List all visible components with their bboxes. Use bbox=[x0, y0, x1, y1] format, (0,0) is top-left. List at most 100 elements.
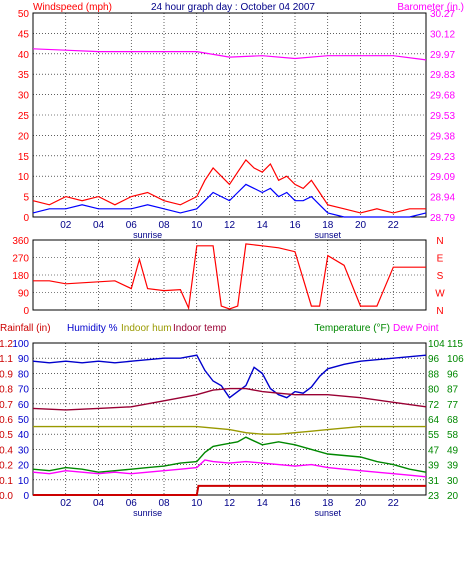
rain-tick-label: 0.9 bbox=[0, 369, 13, 380]
x-tick-label: 04 bbox=[93, 498, 105, 509]
legend-indoor-temp: Indoor temp bbox=[173, 323, 227, 334]
rain-series-line bbox=[33, 484, 426, 496]
grid-layer bbox=[33, 13, 426, 495]
chart-title: 24 hour graph day : October 04 2007 bbox=[151, 2, 315, 13]
temperature-tick-label-b: 49 bbox=[447, 445, 459, 456]
temperature-tick-label-a: 31 bbox=[428, 476, 440, 487]
temperature-tick-label-a: 39 bbox=[428, 461, 440, 472]
x-tick-label: 06 bbox=[126, 220, 138, 231]
barometer-tick-label: 29.83 bbox=[430, 70, 455, 81]
rain-tick-label: 0.4 bbox=[0, 445, 13, 456]
legend-indoor-hum: Indoor hum bbox=[121, 323, 172, 334]
x-tick-label: 16 bbox=[289, 220, 301, 231]
x-tick-label: 18 bbox=[322, 498, 334, 509]
temperature-tick-label-b: 30 bbox=[447, 476, 459, 487]
x-tick-label: 22 bbox=[388, 498, 400, 509]
temperature-series-line bbox=[32, 436, 427, 473]
dew_point-series-line bbox=[32, 459, 427, 478]
x-tick-label: 10 bbox=[191, 498, 203, 509]
barometer-tick-label: 29.53 bbox=[430, 111, 455, 122]
direction-tick-label: 360 bbox=[12, 236, 29, 247]
wind-series-line bbox=[32, 183, 427, 218]
barometer-tick-label: 29.09 bbox=[430, 172, 455, 183]
temperature-tick-label-b: 77 bbox=[447, 400, 459, 411]
x-tick-label: 06 bbox=[126, 498, 138, 509]
temperature-tick-label-b: 58 bbox=[447, 430, 459, 441]
rain-tick-label: 0.1 bbox=[0, 476, 13, 487]
compass-tick-label: E bbox=[437, 254, 444, 265]
indoor_hum-series-line bbox=[33, 425, 426, 435]
compass-tick-label: N bbox=[436, 236, 443, 247]
x-marker-label: sunset bbox=[314, 230, 341, 240]
rain-tick-label: 0.8 bbox=[0, 385, 13, 396]
temperature-tick-label-a: 72 bbox=[428, 400, 440, 411]
rain-tick-label: 0.2 bbox=[0, 461, 13, 472]
legend-temperature: Temperature (°F) bbox=[314, 323, 390, 334]
humidity-tick-label: 40 bbox=[18, 430, 30, 441]
temperature-tick-label-a: 64 bbox=[428, 415, 440, 426]
windspeed-tick-label: 15 bbox=[18, 152, 30, 163]
temperature-tick-label-b: 87 bbox=[447, 385, 459, 396]
compass-tick-label: N bbox=[436, 306, 443, 317]
series-layer bbox=[32, 48, 427, 496]
windspeed-axis-label: Windspeed (mph) bbox=[33, 2, 112, 13]
temperature-tick-label-b: 39 bbox=[447, 461, 459, 472]
humidity-tick-label: 90 bbox=[18, 354, 30, 365]
legend-humidity: Humidity % bbox=[67, 323, 118, 334]
barometer-tick-label: 29.38 bbox=[430, 131, 455, 142]
x-tick-label: 14 bbox=[257, 220, 269, 231]
barometer-tick-label: 28.79 bbox=[430, 213, 455, 224]
compass-tick-label: S bbox=[437, 271, 444, 282]
x-marker-label: sunrise bbox=[133, 508, 162, 518]
humidity-tick-label: 60 bbox=[18, 400, 30, 411]
humidity-tick-label: 50 bbox=[18, 415, 30, 426]
windspeed-tick-label: 5 bbox=[23, 193, 29, 204]
x-marker-label: sunset bbox=[314, 508, 341, 518]
rain-tick-label: 1.1 bbox=[0, 354, 13, 365]
humidity-series-line bbox=[32, 354, 427, 399]
barometer-tick-label: 29.68 bbox=[430, 91, 455, 102]
barometer-tick-label: 29.97 bbox=[430, 50, 455, 61]
x-tick-label: 16 bbox=[289, 498, 301, 509]
windspeed-tick-label: 20 bbox=[18, 131, 30, 142]
barometer-tick-label: 28.94 bbox=[430, 193, 455, 204]
x-tick-label: 14 bbox=[257, 498, 269, 509]
windspeed-tick-label: 45 bbox=[18, 29, 30, 40]
windspeed-tick-label: 35 bbox=[18, 70, 30, 81]
x-tick-label: 02 bbox=[60, 220, 72, 231]
temperature-tick-label-b: 115 bbox=[447, 339, 463, 350]
x-tick-label: 18 bbox=[322, 220, 334, 231]
direction-tick-label: 270 bbox=[12, 254, 29, 265]
temperature-tick-label-b: 68 bbox=[447, 415, 459, 426]
humidity-tick-label: 10 bbox=[18, 476, 30, 487]
direction-tick-label: 90 bbox=[18, 289, 30, 300]
gust-series-line bbox=[32, 158, 426, 214]
temperature-tick-label-b: 20 bbox=[447, 491, 459, 502]
humidity-tick-label: 100 bbox=[12, 339, 29, 350]
direction-series-line bbox=[33, 243, 426, 311]
compass-tick-label: W bbox=[435, 289, 445, 300]
barometer-tick-label: 29.23 bbox=[430, 152, 455, 163]
x-tick-label: 12 bbox=[224, 498, 236, 509]
temperature-tick-label-a: 55 bbox=[428, 430, 440, 441]
ticks-layer: 0 5 10 15 20 25 30 35 40 45 50 28.79 28.94 29.09 29.23… bbox=[0, 9, 464, 518]
temperature-tick-label-a: 47 bbox=[428, 445, 440, 456]
x-tick-label: 04 bbox=[93, 220, 105, 231]
windspeed-tick-label: 50 bbox=[18, 9, 30, 20]
x-tick-label: 08 bbox=[158, 498, 170, 509]
legend-rainfall: Rainfall (in) bbox=[0, 323, 51, 334]
x-tick-label: 22 bbox=[388, 220, 400, 231]
barometer-tick-label: 30.27 bbox=[430, 9, 455, 20]
temperature-tick-label-a: 23 bbox=[428, 491, 440, 502]
temperature-tick-label-a: 96 bbox=[428, 354, 440, 365]
x-tick-label: 02 bbox=[60, 498, 72, 509]
humidity-tick-label: 80 bbox=[18, 369, 30, 380]
x-tick-label: 20 bbox=[355, 220, 367, 231]
x-marker-label: sunrise bbox=[133, 230, 162, 240]
rain-tick-label: 0.0 bbox=[0, 491, 13, 502]
barometer-axis-label: Barometer (in.) bbox=[397, 2, 464, 13]
temperature-tick-label-a: 80 bbox=[428, 385, 440, 396]
windspeed-tick-label: 0 bbox=[23, 213, 29, 224]
